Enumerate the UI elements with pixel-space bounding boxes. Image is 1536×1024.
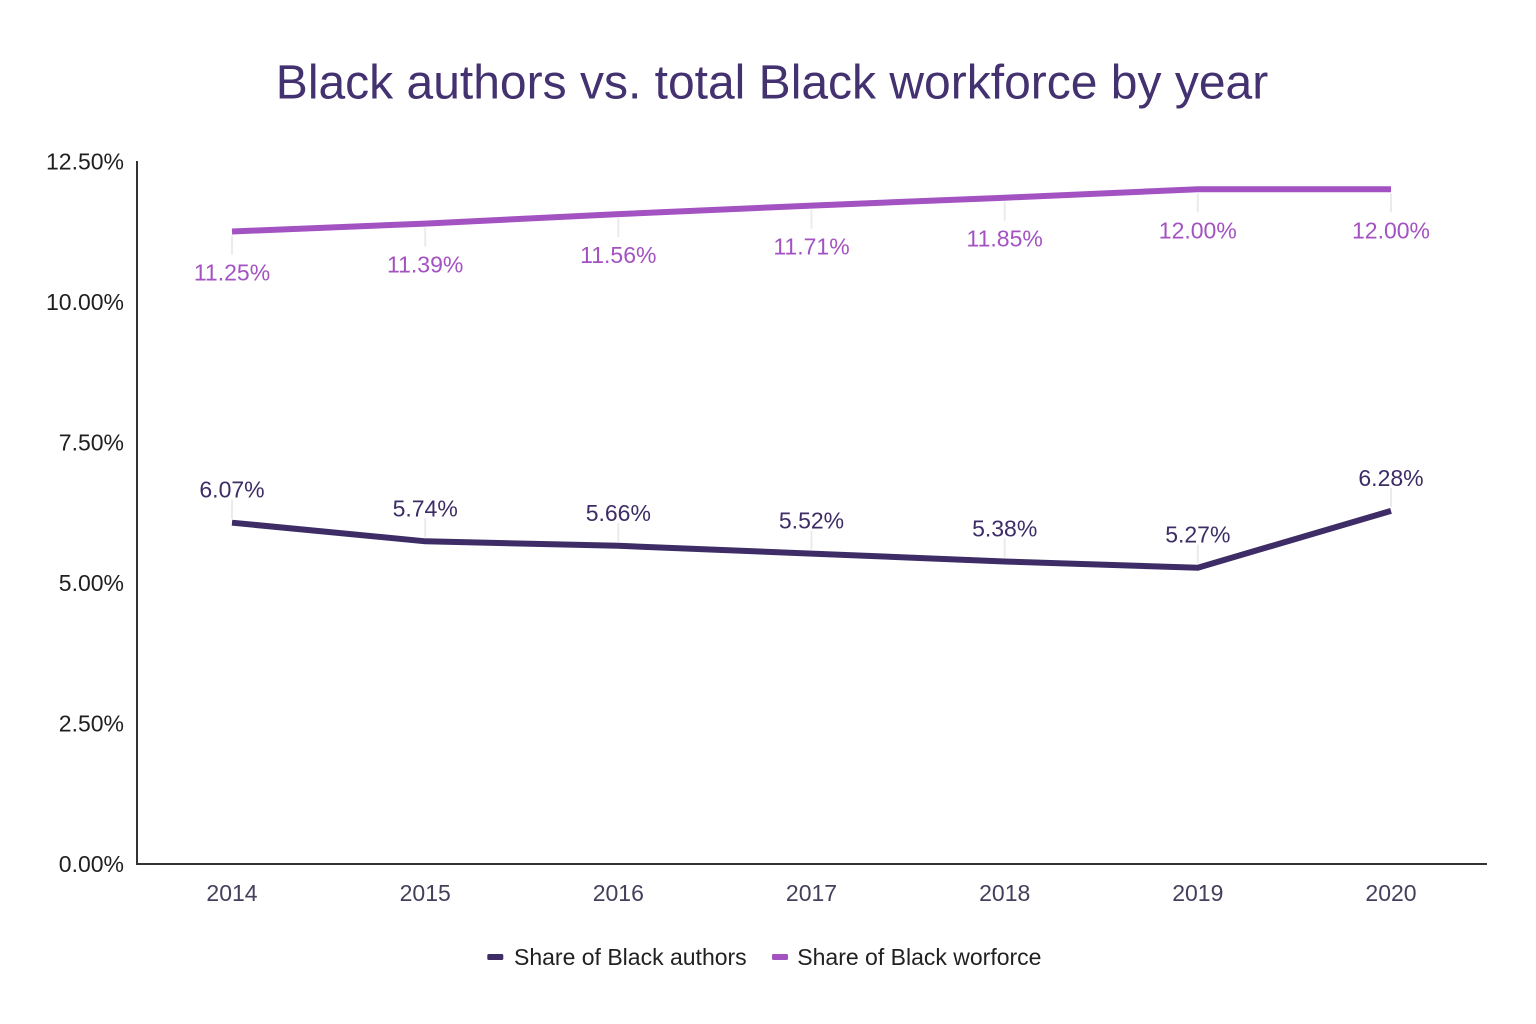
svg-text:10.00%: 10.00% (46, 289, 124, 315)
svg-text:2020: 2020 (1365, 880, 1416, 906)
svg-text:6.07%: 6.07% (199, 477, 264, 503)
svg-text:11.25%: 11.25% (194, 260, 270, 286)
svg-text:12.50%: 12.50% (46, 148, 124, 174)
svg-text:2014: 2014 (206, 880, 257, 906)
svg-text:2.50%: 2.50% (59, 711, 124, 737)
svg-text:5.52%: 5.52% (779, 508, 844, 534)
svg-text:11.71%: 11.71% (773, 234, 849, 260)
svg-text:Share of Black worforce: Share of Black worforce (797, 944, 1041, 970)
svg-text:2015: 2015 (400, 880, 451, 906)
svg-text:11.85%: 11.85% (967, 226, 1043, 252)
svg-text:12.00%: 12.00% (1352, 217, 1430, 243)
svg-text:5.74%: 5.74% (393, 495, 458, 521)
svg-text:11.56%: 11.56% (580, 242, 656, 268)
svg-text:11.39%: 11.39% (387, 252, 463, 278)
svg-text:5.66%: 5.66% (586, 500, 651, 526)
svg-text:Share of Black authors: Share of Black authors (514, 944, 747, 970)
svg-text:5.38%: 5.38% (972, 516, 1037, 542)
svg-text:2017: 2017 (786, 880, 837, 906)
svg-text:0.00%: 0.00% (59, 851, 124, 877)
svg-text:5.27%: 5.27% (1165, 522, 1230, 548)
svg-text:2016: 2016 (593, 880, 644, 906)
svg-text:5.00%: 5.00% (59, 570, 124, 596)
svg-text:7.50%: 7.50% (59, 430, 124, 456)
svg-text:2019: 2019 (1172, 880, 1223, 906)
svg-text:12.00%: 12.00% (1159, 217, 1237, 243)
svg-text:6.28%: 6.28% (1358, 465, 1423, 491)
svg-text:2018: 2018 (979, 880, 1030, 906)
svg-text:Black authors vs. total Black: Black authors vs. total Black workforce … (276, 57, 1268, 110)
